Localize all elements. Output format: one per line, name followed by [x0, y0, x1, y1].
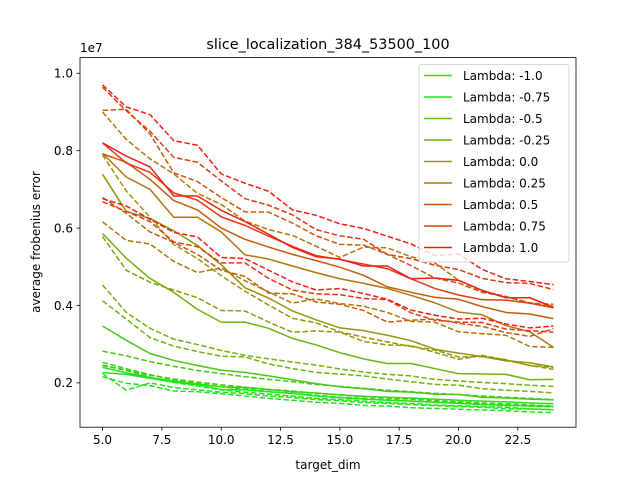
series-line-8-solid: [102, 142, 554, 308]
legend-box: [418, 64, 570, 263]
x-tick-label: 5.0: [93, 433, 112, 447]
series-line-3-solid: [102, 232, 554, 381]
series-line-6-dashed-1: [102, 196, 554, 338]
legend-label: Lambda: -1.0: [463, 69, 543, 83]
series-line-7-dashed-1: [102, 201, 554, 333]
legend-label: Lambda: 0.5: [463, 198, 538, 212]
legend-label: Lambda: -0.25: [463, 133, 550, 147]
series-line-2-solid: [102, 325, 554, 401]
series-line-1-dashed-1: [102, 372, 554, 411]
plot-lines: [101, 84, 554, 414]
series-line-3-dashed-0: [101, 284, 554, 388]
x-tick-label: 12.5: [267, 433, 294, 447]
series-line-6-solid: [102, 153, 554, 320]
legend-label: Lambda: -0.75: [463, 90, 550, 104]
y-tick-label: 0.8: [54, 144, 73, 158]
series-line-2-dashed-1: [102, 364, 554, 407]
series-line-1-dashed-0: [102, 361, 554, 408]
series-line-2-dashed-0: [102, 350, 554, 401]
y-axis-ticks: 0.2 0.4 0.6 0.8 1.0: [54, 67, 80, 390]
series-line-8-dashed-1: [102, 197, 554, 329]
y-tick-label: 0.4: [54, 299, 73, 313]
x-tick-label: 20.0: [445, 433, 472, 447]
legend-label: Lambda: 1.0: [463, 241, 538, 255]
x-tick-label: 17.5: [386, 433, 413, 447]
x-tick-label: 22.5: [504, 433, 531, 447]
legend-label: Lambda: -0.5: [463, 112, 543, 126]
y-tick-label: 0.6: [54, 221, 73, 235]
series-line-0-dashed-1: [102, 375, 554, 414]
legend-label: Lambda: 0.25: [463, 176, 546, 190]
y-tick-label: 1.0: [54, 67, 73, 81]
legend-label: Lambda: 0.75: [463, 219, 546, 233]
plot-frame: [79, 57, 577, 428]
series-line-3-dashed-1: [102, 300, 554, 394]
series-line-0-dashed-0: [102, 364, 554, 411]
series-line-5-dashed-1: [102, 221, 554, 349]
y-tick-label: 0.2: [54, 376, 73, 390]
x-tick-label: 10.0: [208, 433, 235, 447]
legend-label: Lambda: 0.0: [463, 155, 538, 169]
series-line-8-dashed-0: [102, 84, 554, 286]
x-axis-ticks: 5.0 7.5 10.0 12.5 15.0 17.5 20.0 22.5: [93, 427, 531, 447]
x-tick-label: 7.5: [152, 433, 171, 447]
y-axis-label: average frobenius error: [29, 171, 43, 313]
series-line-5-solid: [102, 152, 554, 348]
x-axis-label: target_dim: [295, 458, 360, 472]
x-tick-label: 15.0: [327, 433, 354, 447]
chart-title: slice_localization_384_53500_100: [206, 37, 449, 53]
series-line-6-dashed-0: [102, 108, 554, 306]
legend: Lambda: -1.0 Lambda: -0.75 Lambda: -0.5 Lam…: [418, 64, 570, 263]
y-axis-offset-label: 1e7: [80, 41, 103, 55]
series-line-7-dashed-0: [102, 86, 554, 291]
